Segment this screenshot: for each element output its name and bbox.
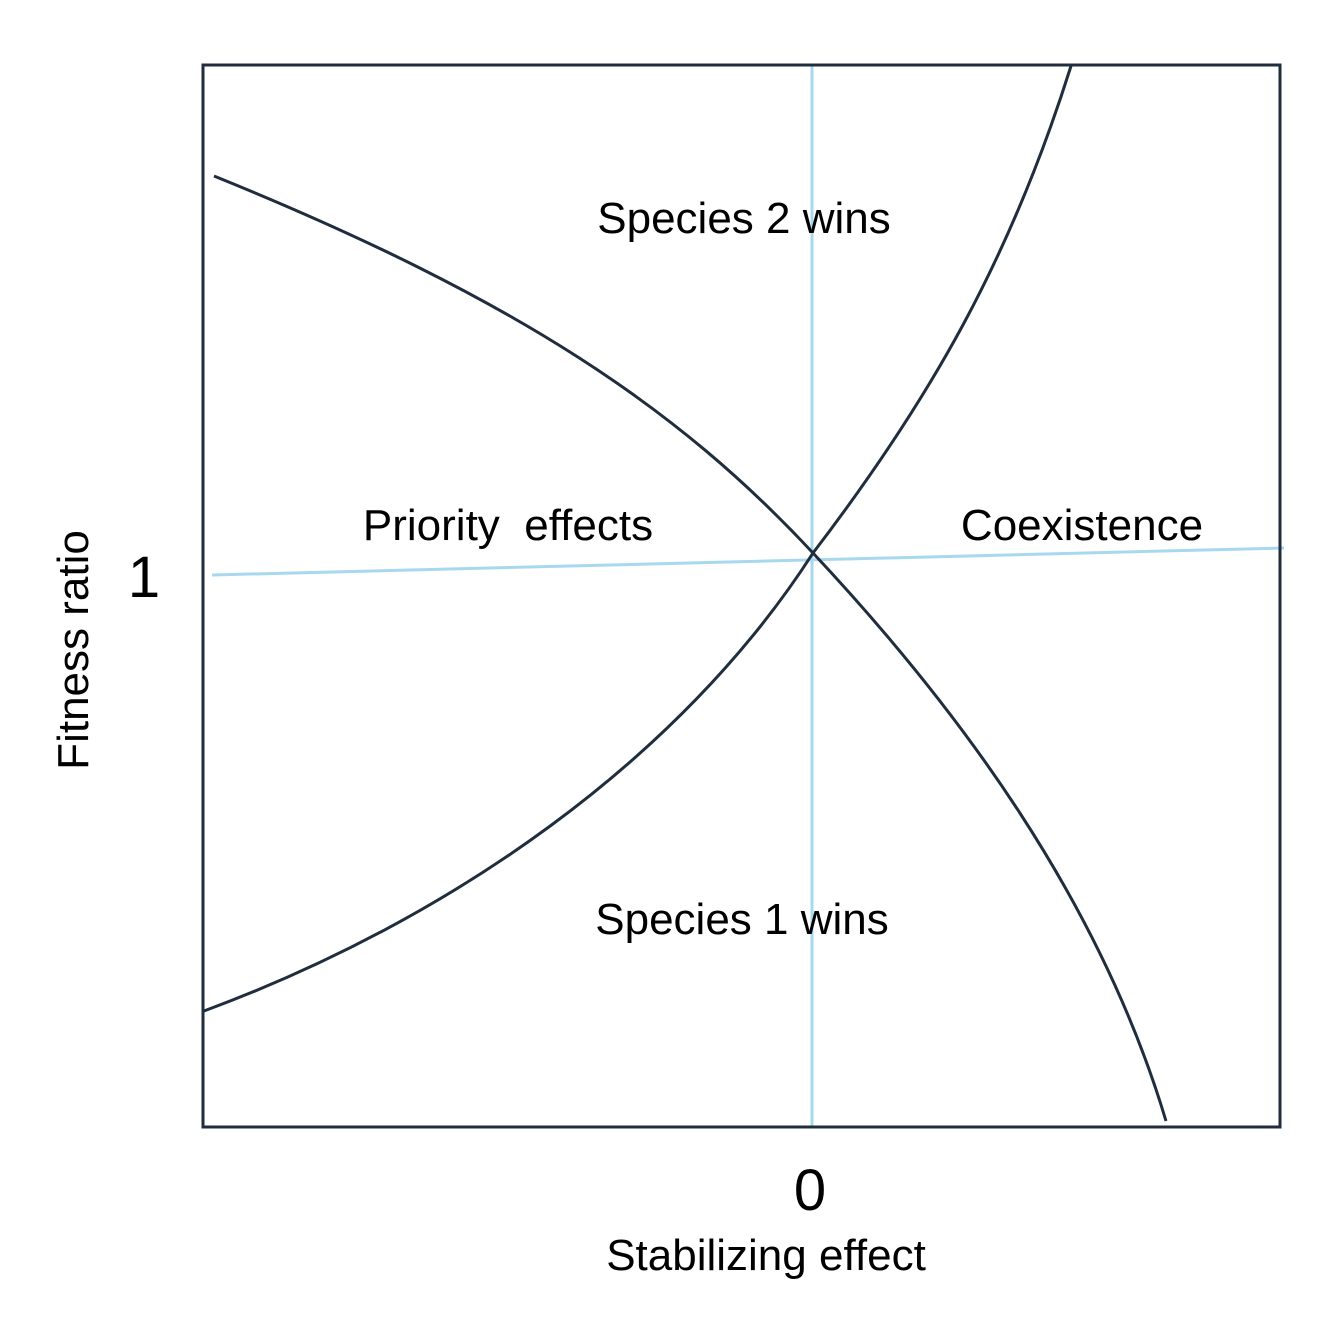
descending-boundary-curve xyxy=(213,174,1168,1122)
region-label-priority-effects: Priority effects xyxy=(363,501,653,550)
ascending-boundary-curve xyxy=(203,65,1073,1013)
region-label-species-2-wins: Species 2 wins xyxy=(597,194,890,243)
horizontal-reference-line xyxy=(211,546,1285,577)
x-axis-label: Stabilizing effect xyxy=(606,1231,926,1280)
x-tick-label-zero: 0 xyxy=(794,1158,826,1223)
plot-frame xyxy=(201,63,1282,1129)
region-label-species-1-wins: Species 1 wins xyxy=(595,895,888,944)
y-axis-label: Fitness ratio xyxy=(49,530,98,770)
region-label-coexistence: Coexistence xyxy=(961,501,1203,550)
y-tick-label-one: 1 xyxy=(128,545,160,610)
